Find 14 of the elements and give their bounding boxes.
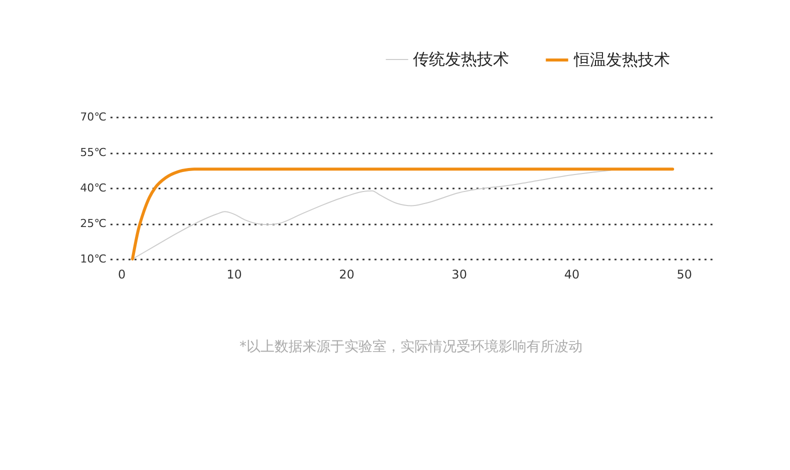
- text: *以上数据来源于实验室，实际情况受环境影响有所波动: [240, 339, 582, 355]
- x-tick-label: 0: [118, 268, 126, 282]
- y-tick-label: 10℃: [80, 252, 106, 266]
- x-tick-label: 10: [226, 268, 242, 282]
- x-tick-label: 40: [564, 268, 580, 282]
- legend-label: 恒温发热技术: [573, 50, 670, 69]
- x-tick-label: 30: [452, 268, 467, 282]
- x-tick-label: 20: [339, 268, 354, 282]
- y-tick-label: 55℃: [80, 146, 106, 159]
- x-tick-label: 50: [676, 268, 692, 282]
- legend-label: 传统发热技术: [413, 50, 509, 68]
- y-tick-label: 25℃: [80, 217, 106, 230]
- y-tick-label: 40℃: [80, 182, 106, 194]
- y-tick-label: 70℃: [80, 110, 106, 124]
